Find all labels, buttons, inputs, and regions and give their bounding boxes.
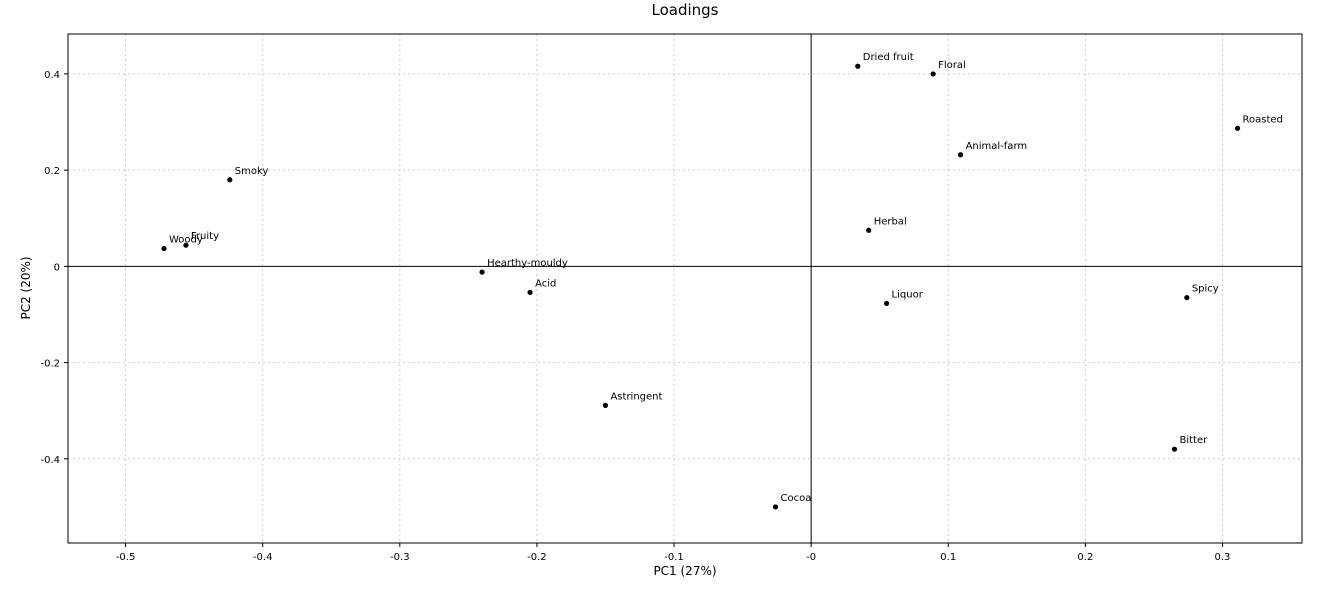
point-label: Bitter bbox=[1179, 435, 1208, 446]
x-tick-label: 0.3 bbox=[1215, 552, 1231, 563]
point-label: Spicy bbox=[1192, 284, 1219, 295]
grid bbox=[68, 34, 1302, 543]
y-tick-label: -0.2 bbox=[40, 359, 60, 370]
data-points: Dried fruit Floral Roasted Animal-farm Smoky… bbox=[161, 52, 1283, 510]
data-point bbox=[883, 300, 890, 307]
y-tick-label: 0.2 bbox=[44, 166, 60, 177]
x-tick-label: -0.5 bbox=[116, 552, 136, 563]
y-tick-label: -0.4 bbox=[40, 455, 60, 466]
data-point bbox=[1234, 125, 1241, 131]
point-label: Fruity bbox=[191, 231, 219, 242]
x-tick-label: -0.4 bbox=[253, 552, 273, 563]
data-point bbox=[957, 152, 964, 158]
point-label: Animal-farm bbox=[966, 141, 1028, 152]
y-tick-label: 0.4 bbox=[44, 70, 60, 81]
data-point bbox=[161, 245, 167, 252]
point-label: Cocoa bbox=[780, 493, 811, 504]
x-tick-label: -0.1 bbox=[664, 552, 684, 563]
point-label: Roasted bbox=[1243, 114, 1283, 125]
x-tick-label: -0.2 bbox=[527, 552, 547, 563]
plot-frame bbox=[67, 33, 1303, 544]
y-tick-label: 0 bbox=[54, 262, 60, 273]
zero-lines bbox=[68, 34, 1302, 543]
data-point bbox=[1171, 446, 1178, 452]
point-label: Astringent bbox=[610, 391, 662, 402]
data-point bbox=[855, 63, 861, 69]
x-tick-label: 0.1 bbox=[940, 552, 956, 563]
x-tick-label: -0.3 bbox=[390, 552, 410, 563]
data-point bbox=[772, 504, 779, 510]
point-label: Smoky bbox=[235, 166, 269, 177]
data-point bbox=[183, 242, 189, 248]
data-point bbox=[1184, 295, 1190, 301]
data-point bbox=[930, 71, 936, 77]
point-label: Floral bbox=[938, 60, 966, 71]
data-point bbox=[479, 269, 485, 275]
x-tick-label: 0.2 bbox=[1077, 552, 1093, 563]
data-point bbox=[602, 402, 609, 409]
point-label: Dried fruit bbox=[863, 52, 914, 63]
x-axis-ticks: -0.5 -0.4 -0.3 -0.2 -0.1 -0 0.1 0.2 0.3 bbox=[116, 543, 1231, 563]
chart-title: Loadings bbox=[652, 1, 719, 19]
point-label: Liquor bbox=[892, 289, 924, 300]
y-axis-ticks: -0.4 -0.2 0 0.2 0.4 bbox=[40, 70, 68, 466]
point-label: Woody bbox=[169, 235, 203, 246]
data-point bbox=[227, 177, 233, 183]
data-point bbox=[527, 289, 533, 295]
x-tick-label: -0 bbox=[806, 552, 816, 563]
y-axis-title: PC2 (20%) bbox=[19, 256, 33, 319]
point-label: Acid bbox=[535, 278, 556, 289]
data-point bbox=[866, 227, 872, 233]
point-label: Hearthy-mouldy bbox=[487, 258, 568, 269]
point-label: Herbal bbox=[874, 216, 907, 227]
x-axis-title: PC1 (27%) bbox=[653, 564, 716, 578]
